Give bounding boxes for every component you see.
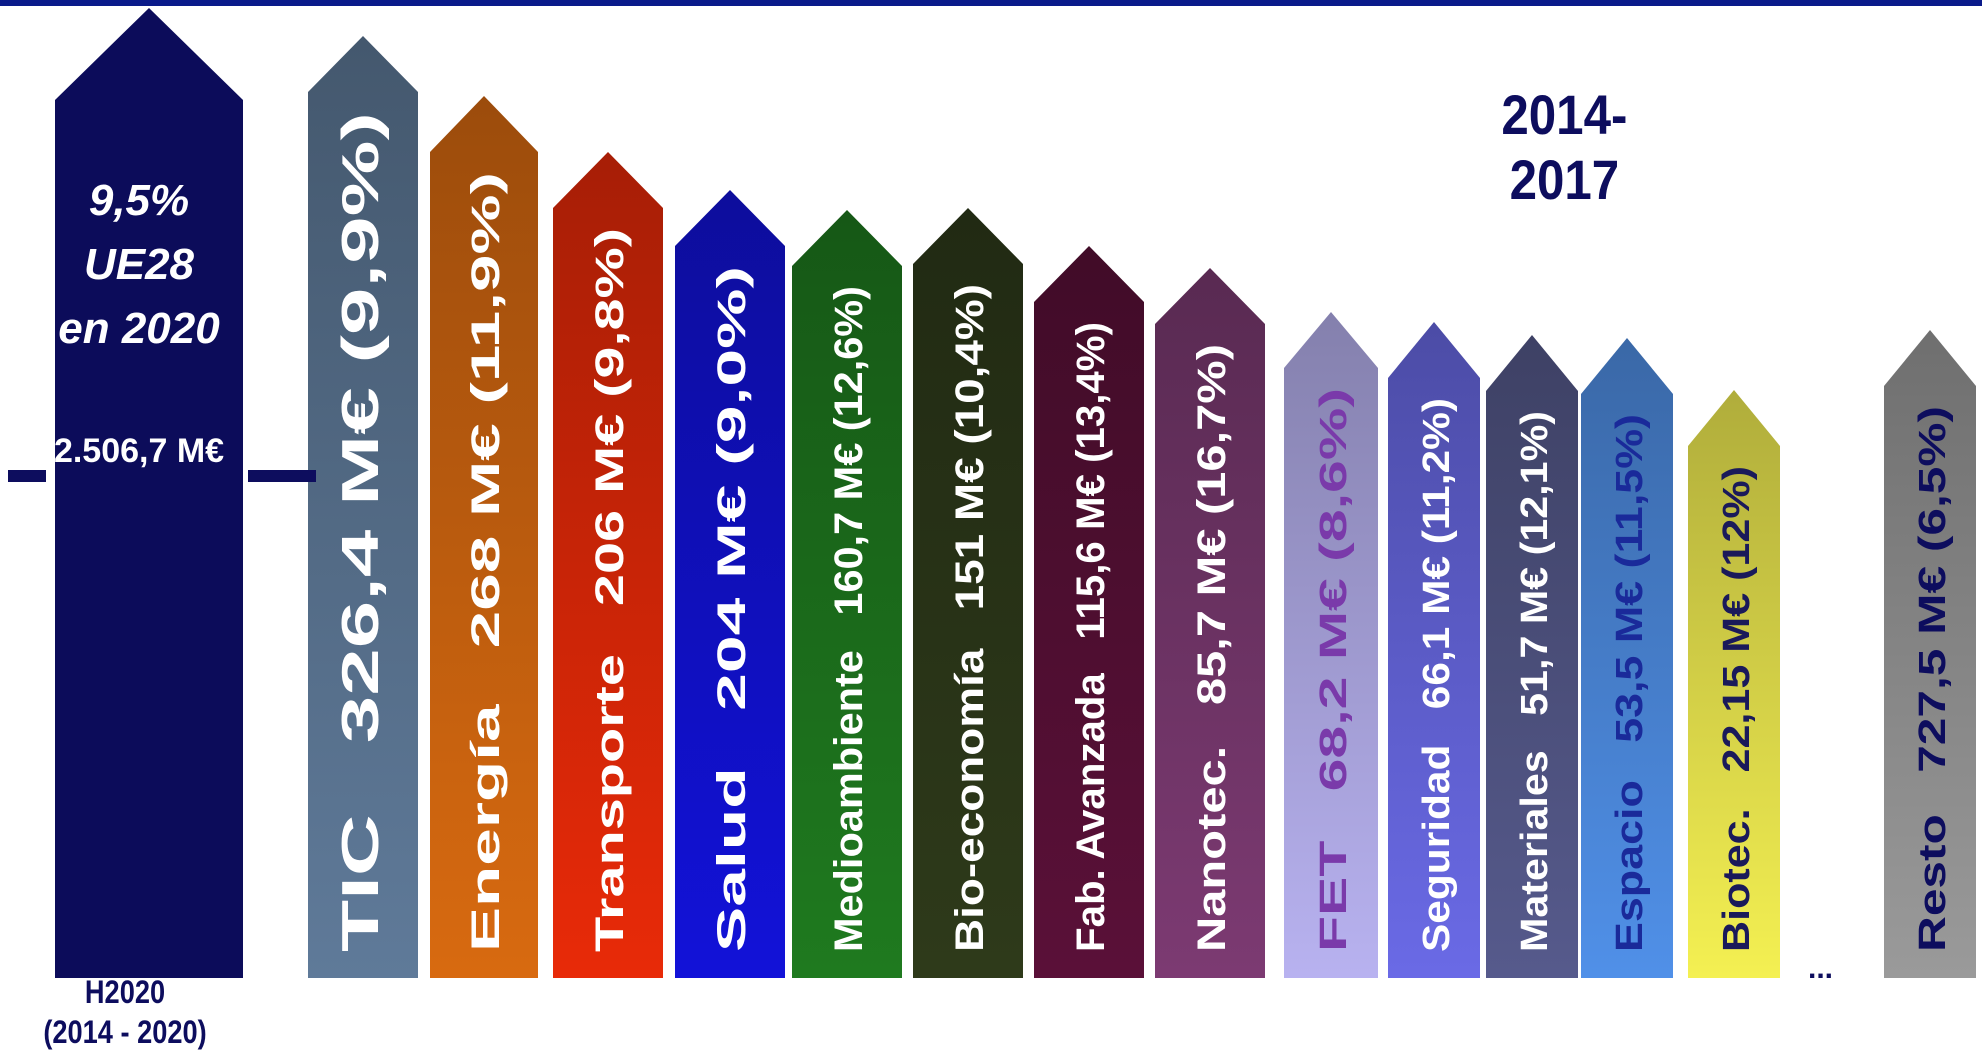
- arrow-fab-avanzada: Fab. Avanzada 115,6 M€ (13,4%): [1034, 246, 1144, 978]
- category-label: Bio-economía: [948, 648, 992, 952]
- value-label: 160,7 M€ (12,6%): [827, 286, 871, 650]
- total-year: en 2020: [58, 304, 220, 353]
- total-percent: 9,5%: [88, 176, 190, 225]
- bar-label: Medioambiente 160,7 M€ (12,6%): [827, 286, 871, 952]
- arrow-materiales: Materiales 51,7 M€ (12,1%): [1486, 335, 1578, 978]
- bar-arrow: [553, 152, 663, 978]
- bar-arrow: [1155, 268, 1265, 978]
- bar-label: Materiales 51,7 M€ (12,1%): [1514, 411, 1556, 952]
- category-label: Salud: [710, 767, 754, 952]
- bar-label: FET 68,2 M€ (8,6%): [1313, 388, 1355, 952]
- bar-label: Bio-economía 151 M€ (10,4%): [948, 284, 992, 952]
- bar-arrow: [1486, 335, 1578, 978]
- value-label: 66,1 M€ (11,2%): [1416, 398, 1458, 745]
- total-amount: 2.506,7 M€: [53, 432, 225, 470]
- value-label: 85,7 M€ (16,7%): [1190, 344, 1234, 746]
- category-label: Seguridad: [1416, 745, 1458, 952]
- arrow-energía: Energía 268 M€ (11,9%): [430, 96, 538, 978]
- bar-label: Nanotec. 85,7 M€ (16,7%): [1190, 344, 1234, 952]
- bar-label: Salud 204 M€ (9,0%): [710, 266, 754, 952]
- category-label: Energía: [464, 703, 508, 952]
- arrow-seguridad: Seguridad 66,1 M€ (11,2%): [1388, 322, 1480, 978]
- category-label: Medioambiente: [827, 650, 871, 952]
- top-border: [0, 0, 1982, 6]
- total-region: UE28: [83, 240, 195, 289]
- bar-label: Biotec. 22,15 M€ (12%): [1716, 466, 1758, 952]
- arrow-resto: Resto 727,5 M€ (6,5%): [1884, 330, 1976, 978]
- bar-label: Espacio 53,5 M€ (11,5%): [1609, 414, 1651, 952]
- category-label: FET: [1313, 841, 1355, 952]
- value-label: 206 M€ (9,8%): [588, 228, 632, 654]
- total-dash-right: [248, 470, 316, 482]
- value-label: 727,5 M€ (6,5%): [1912, 406, 1954, 814]
- bar-arrow: [1884, 330, 1976, 978]
- bar-label: Energía 268 M€ (11,9%): [464, 172, 508, 952]
- category-label: Nanotec.: [1190, 746, 1234, 952]
- more-ellipsis: ...: [1808, 952, 1834, 985]
- bar-arrow: [1388, 322, 1480, 978]
- value-label: 68,2 M€ (8,6%): [1313, 388, 1355, 841]
- arrow-salud: Salud 204 M€ (9,0%): [675, 190, 785, 978]
- arrow-medioambiente: Medioambiente 160,7 M€ (12,6%): [792, 210, 902, 978]
- bar-arrow: [308, 36, 418, 978]
- bar-label: TIC 326,4 M€ (9,9%): [332, 112, 390, 952]
- category-label: Fab. Avanzada: [1069, 672, 1113, 952]
- total-dash-left: [8, 470, 46, 482]
- bar-arrow: [1581, 338, 1673, 978]
- category-label: Resto: [1912, 814, 1954, 952]
- category-label: Biotec.: [1716, 808, 1758, 952]
- bar-label: Fab. Avanzada 115,6 M€ (13,4%): [1069, 322, 1113, 952]
- bar-arrow: [913, 208, 1023, 978]
- value-label: 22,15 M€ (12%): [1716, 466, 1758, 808]
- period-title: 2014-2017: [1501, 83, 1628, 211]
- value-label: 115,6 M€ (13,4%): [1069, 322, 1113, 673]
- arrow-biotec-: Biotec. 22,15 M€ (12%): [1688, 390, 1780, 978]
- total-bar-label-line2: (2014 - 2020): [43, 1014, 207, 1050]
- bar-arrow: [1034, 246, 1144, 978]
- bar-arrow: [792, 210, 902, 978]
- total-arrow: [55, 8, 243, 978]
- arrow-nanotec-: Nanotec. 85,7 M€ (16,7%): [1155, 268, 1265, 978]
- bar-label: Resto 727,5 M€ (6,5%): [1912, 406, 1954, 952]
- value-label: 53,5 M€ (11,5%): [1609, 414, 1651, 780]
- total-bar-label: H2020 (2014 - 2020): [36, 972, 215, 1052]
- total-bar-label-line1: H2020: [84, 974, 166, 1010]
- arrow-transporte: Transporte 206 M€ (9,8%): [553, 152, 663, 978]
- category-label: Materiales: [1514, 750, 1556, 952]
- value-label: 204 M€ (9,0%): [710, 266, 754, 767]
- bar-label: Transporte 206 M€ (9,8%): [588, 228, 632, 952]
- value-label: 151 M€ (10,4%): [948, 284, 992, 649]
- category-label: TIC: [332, 814, 390, 952]
- arrow-tic: TIC 326,4 M€ (9,9%): [308, 36, 418, 978]
- bar-label: Seguridad 66,1 M€ (11,2%): [1416, 398, 1458, 952]
- value-label: 51,7 M€ (12,1%): [1514, 411, 1556, 750]
- bar-arrow: [675, 190, 785, 978]
- category-label: Transporte: [588, 654, 632, 952]
- arrow-bio-economía: Bio-economía 151 M€ (10,4%): [913, 208, 1023, 978]
- arrow-fet: FET 68,2 M€ (8,6%): [1284, 312, 1378, 978]
- category-label: Espacio: [1609, 780, 1651, 952]
- value-label: 268 M€ (11,9%): [464, 172, 508, 705]
- bar-arrow: [1688, 390, 1780, 978]
- bar-arrow: [430, 96, 538, 978]
- bar-arrow: [1284, 312, 1378, 978]
- value-label: 326,4 M€ (9,9%): [332, 112, 390, 814]
- arrow-espacio: Espacio 53,5 M€ (11,5%): [1581, 338, 1673, 978]
